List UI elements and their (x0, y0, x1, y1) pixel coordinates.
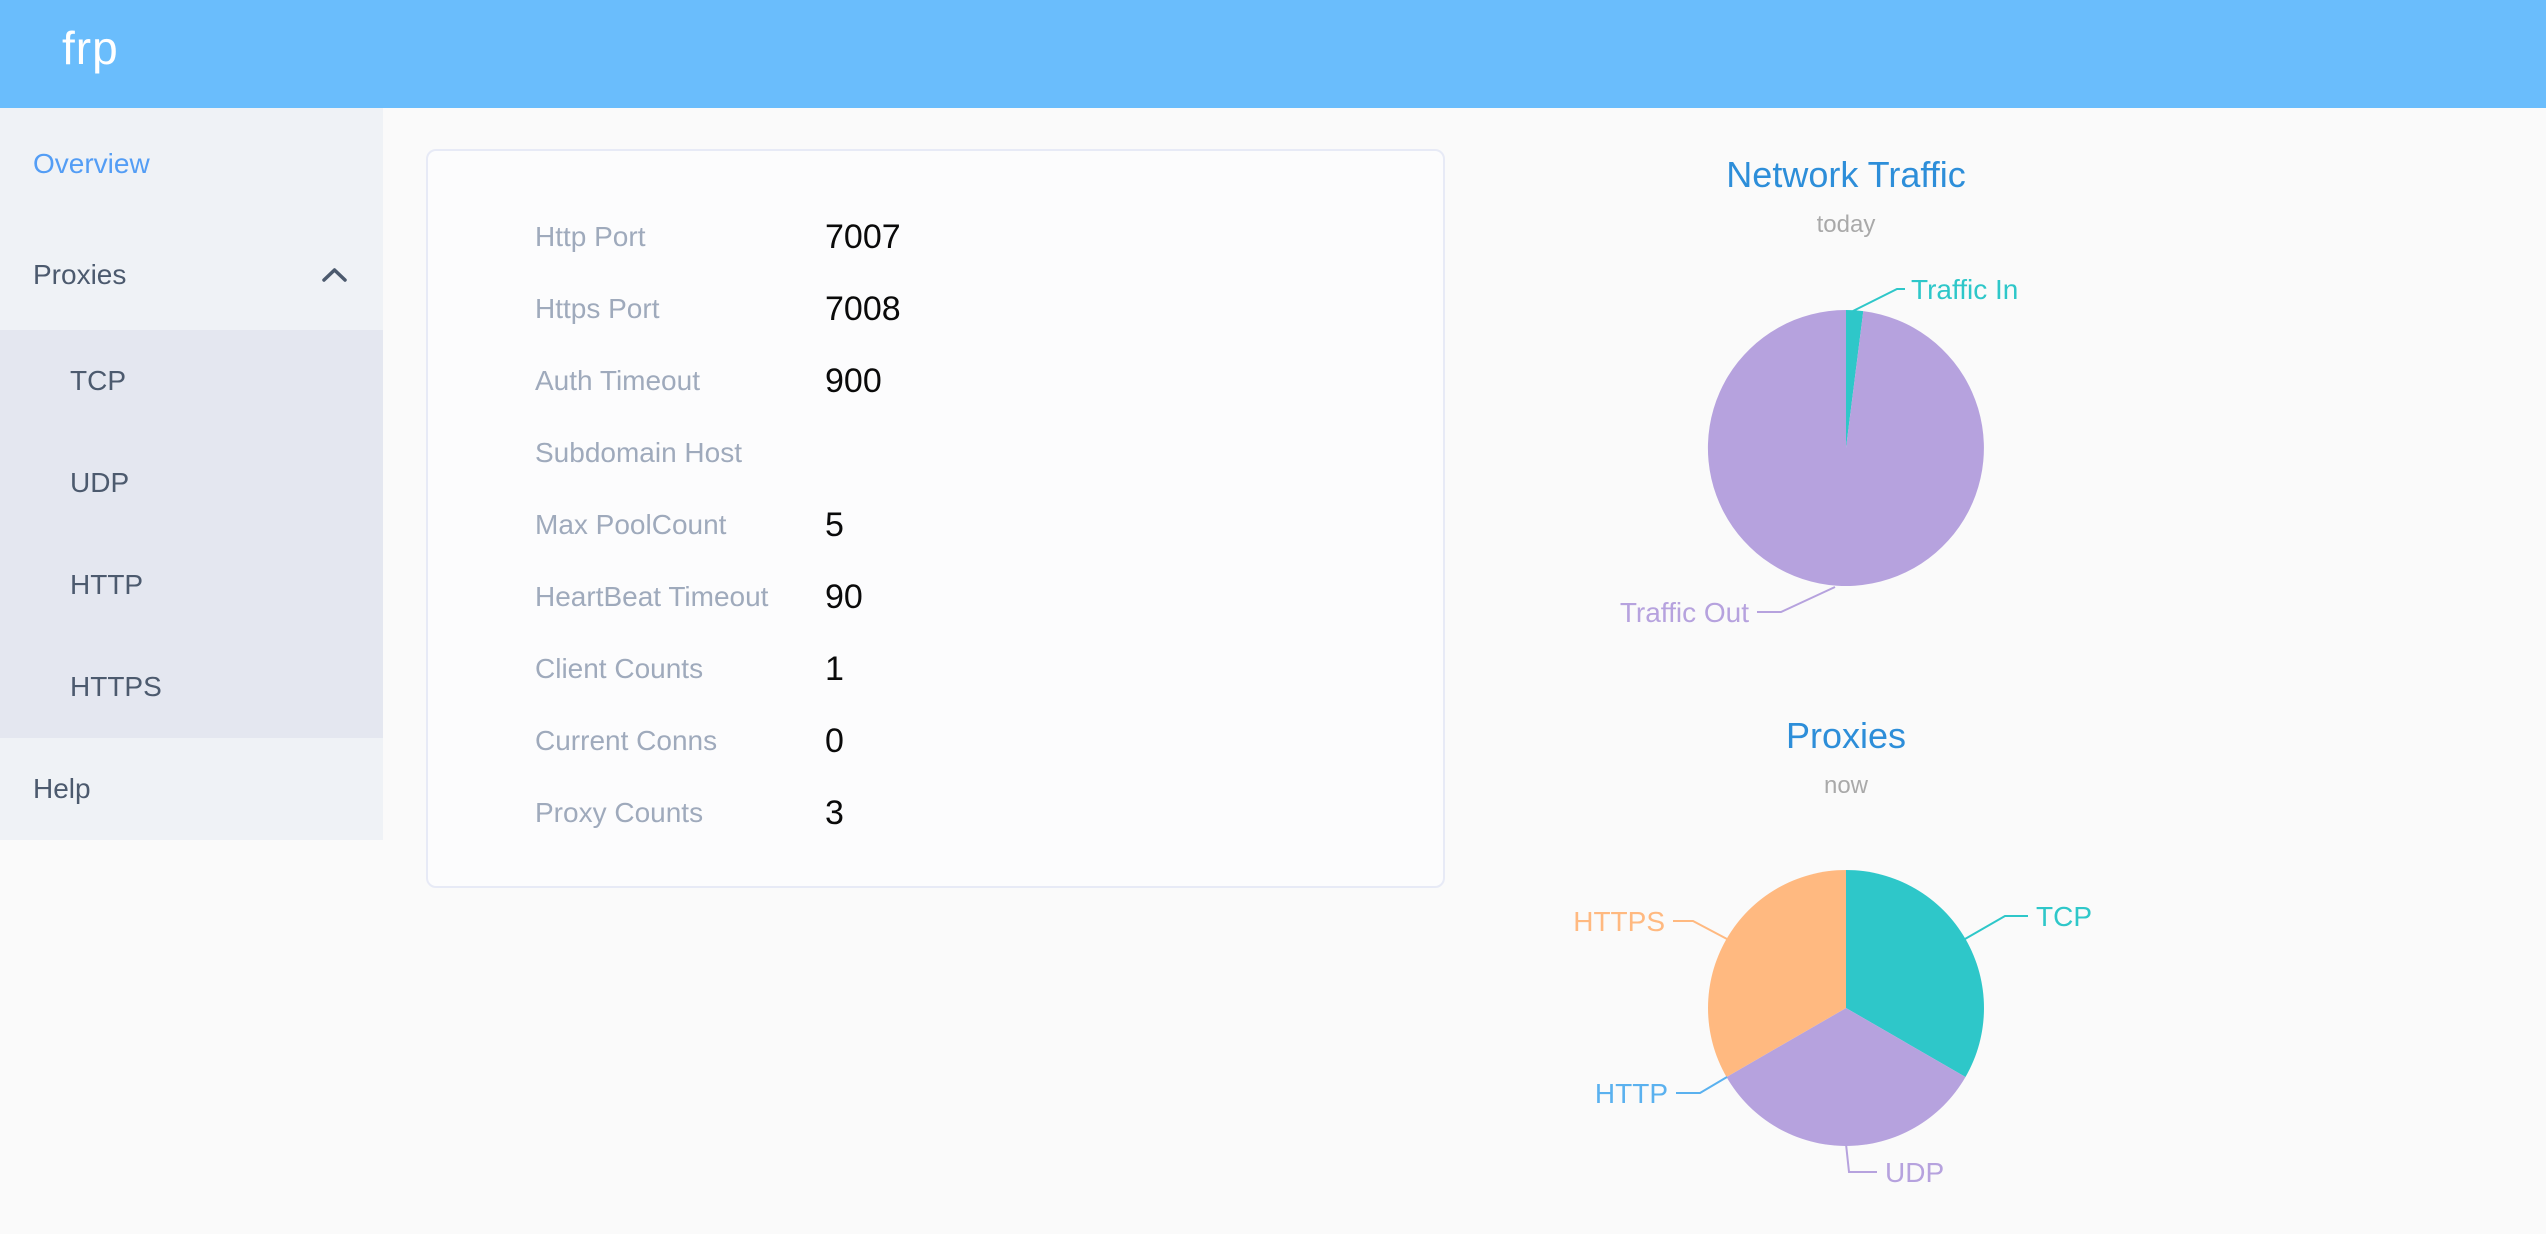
row-value: 7007 (825, 217, 901, 256)
app-header: frp (0, 0, 2546, 108)
table-row: Auth Timeout 900 (428, 345, 1443, 417)
row-label: Http Port (535, 221, 646, 252)
row-label: Current Conns (535, 725, 718, 756)
pie-slice-https[interactable] (1708, 870, 1846, 1077)
app-logo: frp (62, 22, 119, 74)
row-value: 0 (825, 721, 844, 760)
chart-subtitle-network-traffic: today (1816, 211, 1876, 238)
chevron-up-icon (322, 268, 347, 282)
pie-label-https: HTTPS (1573, 906, 1665, 937)
sidebar-item-proxies[interactable]: Proxies (0, 220, 383, 330)
chart-title-network-traffic: Network Traffic (1726, 154, 1966, 195)
pie-label-traffic-in: Traffic In (1911, 274, 2018, 305)
sidebar-item-label: Proxies (33, 259, 127, 290)
table-row: Current Conns 0 (428, 705, 1443, 777)
row-value: 1 (825, 649, 844, 688)
pie-label-line-traffic-out (1757, 586, 1836, 613)
sidebar-item-tcp[interactable]: TCP (0, 330, 383, 432)
row-label: Https Port (535, 293, 660, 324)
row-value: 7008 (825, 289, 901, 328)
pie-label-udp: UDP (1885, 1157, 1944, 1188)
pie-label-line-http (1676, 1076, 1728, 1094)
sidebar-item-http[interactable]: HTTP (0, 534, 383, 636)
table-row: Max PoolCount 5 (428, 489, 1443, 561)
pie-slice-traffic-out[interactable] (1707, 309, 1984, 586)
row-label: Client Counts (535, 653, 704, 684)
pie-slice-udp[interactable] (1726, 1008, 1966, 1146)
table-row: HeartBeat Timeout 90 (428, 561, 1443, 633)
row-label: Max PoolCount (535, 509, 727, 540)
table-row: Proxy Counts 3 (428, 777, 1443, 849)
sidebar-item-udp[interactable]: UDP (0, 432, 383, 534)
row-value: 3 (825, 793, 844, 832)
row-value: 900 (825, 361, 882, 400)
row-label: Auth Timeout (535, 365, 700, 396)
pie-label-line-udp (1845, 1143, 1877, 1173)
sidebar-item-overview[interactable]: Overview (0, 108, 383, 220)
pie-label-traffic-out: Traffic Out (1620, 597, 1749, 628)
pie-label-line-https (1673, 920, 1728, 940)
proxies-pie-chart: TCP UDP HTTP HTTPS (1573, 870, 2092, 1188)
pie-slice-tcp[interactable] (1846, 870, 1984, 1077)
sidebar-item-help[interactable]: Help (0, 738, 383, 840)
table-row: Client Counts 1 (428, 633, 1443, 705)
table-row: Https Port 7008 (428, 273, 1443, 345)
chart-subtitle-proxies: now (1823, 772, 1869, 799)
sidebar-item-label: Help (33, 773, 91, 804)
row-label: Subdomain Host (535, 437, 743, 468)
pie-label-http: HTTP (1595, 1078, 1668, 1109)
sidebar-item-https[interactable]: HTTPS (0, 636, 383, 738)
pie-label-tcp: TCP (2036, 901, 2092, 932)
server-info-rows: Http Port 7007 Https Port 7008 Auth Time… (428, 151, 1443, 849)
pie-label-line-traffic-in (1852, 288, 1905, 312)
row-label: HeartBeat Timeout (535, 581, 769, 612)
sidebar-item-label: TCP (70, 365, 126, 396)
sidebar-item-label: Overview (33, 148, 150, 179)
table-row: Http Port 7007 (428, 201, 1443, 273)
row-value: 5 (825, 505, 844, 544)
sidebar: Overview Proxies TCP UDP HTTP HTTPS Help (0, 108, 383, 840)
sidebar-item-label: HTTPS (70, 671, 162, 702)
pie-label-line-tcp (1964, 915, 2028, 940)
row-value: 90 (825, 577, 863, 616)
server-info-card: Http Port 7007 Https Port 7008 Auth Time… (426, 149, 1445, 888)
network-traffic-pie-chart: Traffic In Traffic Out (1620, 274, 2019, 628)
pie-slice-traffic-in[interactable] (1846, 310, 1864, 448)
row-label: Proxy Counts (535, 797, 704, 828)
sidebar-item-label: UDP (70, 467, 130, 498)
table-row: Subdomain Host (428, 417, 1443, 489)
chart-title-proxies: Proxies (1785, 715, 1907, 756)
sidebar-item-label: HTTP (70, 569, 144, 600)
